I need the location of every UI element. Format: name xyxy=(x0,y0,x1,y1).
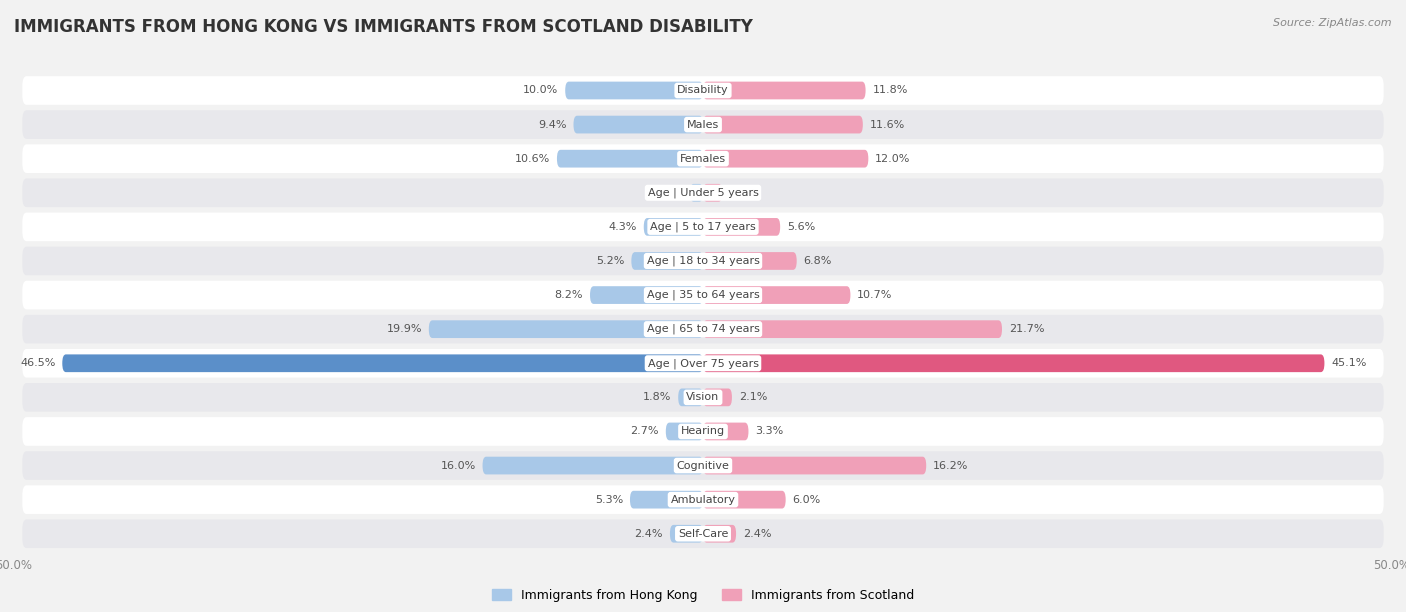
Text: Ambulatory: Ambulatory xyxy=(671,494,735,505)
Text: Age | 18 to 34 years: Age | 18 to 34 years xyxy=(647,256,759,266)
Text: 11.6%: 11.6% xyxy=(870,119,905,130)
FancyBboxPatch shape xyxy=(703,423,748,440)
FancyBboxPatch shape xyxy=(482,457,703,474)
FancyBboxPatch shape xyxy=(22,212,1384,241)
Text: 1.4%: 1.4% xyxy=(730,188,758,198)
Legend: Immigrants from Hong Kong, Immigrants from Scotland: Immigrants from Hong Kong, Immigrants fr… xyxy=(486,584,920,606)
FancyBboxPatch shape xyxy=(22,349,1384,378)
FancyBboxPatch shape xyxy=(22,383,1384,412)
Text: Cognitive: Cognitive xyxy=(676,461,730,471)
Text: Age | Over 75 years: Age | Over 75 years xyxy=(648,358,758,368)
FancyBboxPatch shape xyxy=(22,144,1384,173)
FancyBboxPatch shape xyxy=(630,491,703,509)
Text: 6.0%: 6.0% xyxy=(793,494,821,505)
Text: 5.6%: 5.6% xyxy=(787,222,815,232)
FancyBboxPatch shape xyxy=(429,320,703,338)
FancyBboxPatch shape xyxy=(703,150,869,168)
Text: 2.1%: 2.1% xyxy=(738,392,768,402)
Text: 10.6%: 10.6% xyxy=(515,154,550,163)
FancyBboxPatch shape xyxy=(591,286,703,304)
FancyBboxPatch shape xyxy=(22,520,1384,548)
FancyBboxPatch shape xyxy=(22,417,1384,446)
Text: IMMIGRANTS FROM HONG KONG VS IMMIGRANTS FROM SCOTLAND DISABILITY: IMMIGRANTS FROM HONG KONG VS IMMIGRANTS … xyxy=(14,18,754,36)
Text: 10.0%: 10.0% xyxy=(523,86,558,95)
FancyBboxPatch shape xyxy=(678,389,703,406)
FancyBboxPatch shape xyxy=(565,81,703,99)
Text: Males: Males xyxy=(688,119,718,130)
FancyBboxPatch shape xyxy=(22,247,1384,275)
Text: 45.1%: 45.1% xyxy=(1331,358,1367,368)
FancyBboxPatch shape xyxy=(669,525,703,543)
FancyBboxPatch shape xyxy=(703,389,733,406)
Text: 1.8%: 1.8% xyxy=(643,392,671,402)
Text: 11.8%: 11.8% xyxy=(873,86,908,95)
Text: Source: ZipAtlas.com: Source: ZipAtlas.com xyxy=(1274,18,1392,28)
FancyBboxPatch shape xyxy=(703,525,737,543)
Text: 5.3%: 5.3% xyxy=(595,494,623,505)
Text: Age | 65 to 74 years: Age | 65 to 74 years xyxy=(647,324,759,334)
Text: Age | 35 to 64 years: Age | 35 to 64 years xyxy=(647,290,759,300)
FancyBboxPatch shape xyxy=(703,184,723,201)
FancyBboxPatch shape xyxy=(703,218,780,236)
FancyBboxPatch shape xyxy=(631,252,703,270)
Text: Self-Care: Self-Care xyxy=(678,529,728,539)
FancyBboxPatch shape xyxy=(703,252,797,270)
Text: 16.0%: 16.0% xyxy=(440,461,475,471)
Text: 9.4%: 9.4% xyxy=(538,119,567,130)
FancyBboxPatch shape xyxy=(22,110,1384,139)
FancyBboxPatch shape xyxy=(703,81,866,99)
FancyBboxPatch shape xyxy=(22,281,1384,310)
FancyBboxPatch shape xyxy=(22,76,1384,105)
Text: Vision: Vision xyxy=(686,392,720,402)
Text: Disability: Disability xyxy=(678,86,728,95)
Text: 4.3%: 4.3% xyxy=(609,222,637,232)
Text: Age | Under 5 years: Age | Under 5 years xyxy=(648,187,758,198)
FancyBboxPatch shape xyxy=(703,286,851,304)
Text: 2.7%: 2.7% xyxy=(630,427,659,436)
FancyBboxPatch shape xyxy=(703,320,1002,338)
FancyBboxPatch shape xyxy=(22,485,1384,514)
Text: 2.4%: 2.4% xyxy=(634,529,664,539)
Text: 0.95%: 0.95% xyxy=(648,188,683,198)
Text: 5.2%: 5.2% xyxy=(596,256,624,266)
FancyBboxPatch shape xyxy=(703,354,1324,372)
Text: 6.8%: 6.8% xyxy=(804,256,832,266)
FancyBboxPatch shape xyxy=(703,116,863,133)
FancyBboxPatch shape xyxy=(574,116,703,133)
Text: 10.7%: 10.7% xyxy=(858,290,893,300)
Text: Females: Females xyxy=(681,154,725,163)
FancyBboxPatch shape xyxy=(22,315,1384,343)
Text: 16.2%: 16.2% xyxy=(934,461,969,471)
Text: 21.7%: 21.7% xyxy=(1010,324,1045,334)
Text: Hearing: Hearing xyxy=(681,427,725,436)
FancyBboxPatch shape xyxy=(703,491,786,509)
FancyBboxPatch shape xyxy=(22,179,1384,207)
Text: 8.2%: 8.2% xyxy=(554,290,583,300)
FancyBboxPatch shape xyxy=(22,451,1384,480)
FancyBboxPatch shape xyxy=(62,354,703,372)
FancyBboxPatch shape xyxy=(666,423,703,440)
Text: 46.5%: 46.5% xyxy=(20,358,55,368)
FancyBboxPatch shape xyxy=(690,184,703,201)
Text: 2.4%: 2.4% xyxy=(742,529,772,539)
Text: Age | 5 to 17 years: Age | 5 to 17 years xyxy=(650,222,756,232)
Text: 3.3%: 3.3% xyxy=(755,427,783,436)
FancyBboxPatch shape xyxy=(644,218,703,236)
FancyBboxPatch shape xyxy=(557,150,703,168)
Text: 12.0%: 12.0% xyxy=(875,154,911,163)
Text: 19.9%: 19.9% xyxy=(387,324,422,334)
FancyBboxPatch shape xyxy=(703,457,927,474)
